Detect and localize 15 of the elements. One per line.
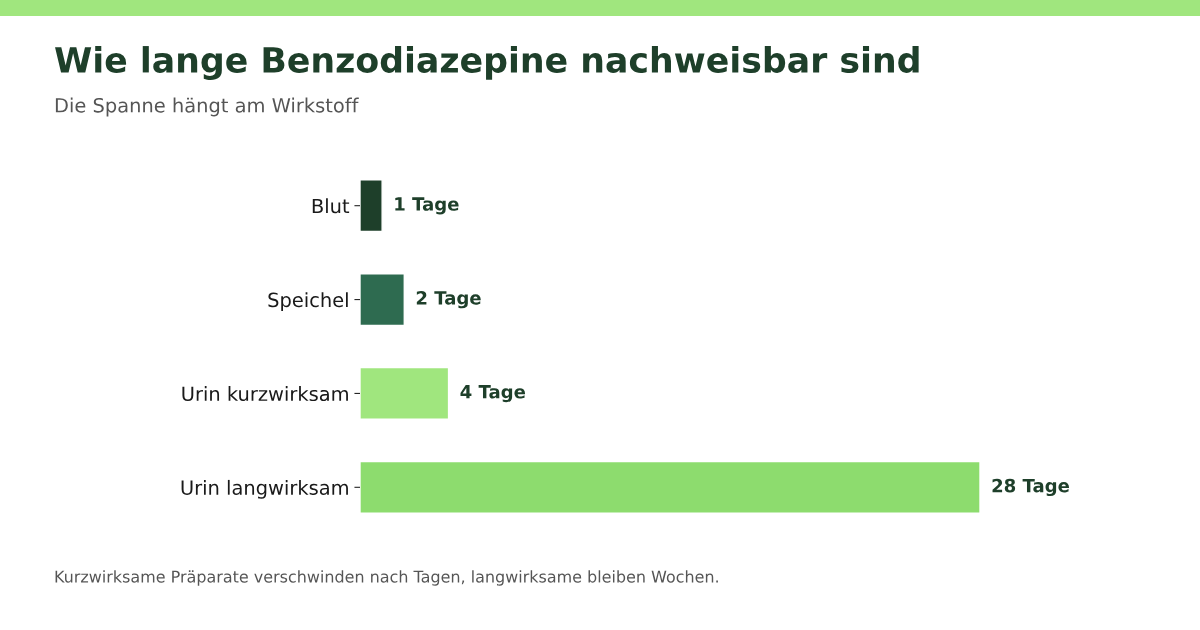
y-tick-label: Urin langwirksam (181, 479, 348, 499)
text: Kurzwirksame Präparate verschwinden nach Tagen, langwirksame bleiben Wochen. (55, 570, 718, 586)
chart-title: Wie lange Benzodiazepine nachweisbar sind (55, 46, 919, 80)
bar (360, 273, 405, 327)
y-tick-label: Speichel (268, 292, 348, 311)
data-label: 28 Tage (992, 478, 1069, 497)
y-tick-label: Blut (312, 198, 350, 214)
bar (360, 179, 383, 233)
bar (360, 460, 981, 514)
y-tick-label: Urin kurzwirksam (182, 386, 348, 402)
data-label: 2 Tage (416, 291, 481, 309)
data-label: 1 Tage (395, 197, 459, 215)
data-label: 4 Tage (460, 385, 525, 403)
bar (360, 366, 450, 420)
chart-subtitle: Die Spanne hängt am Wirkstoff (55, 97, 359, 117)
